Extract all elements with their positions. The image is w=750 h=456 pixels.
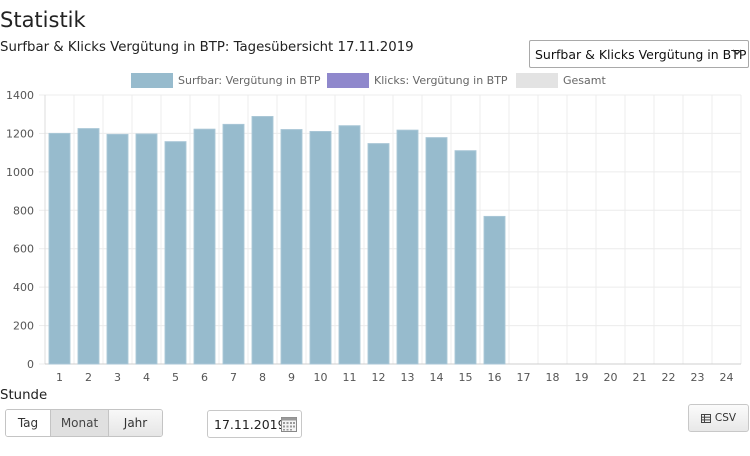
bar bbox=[222, 123, 245, 365]
calendar-icon[interactable] bbox=[281, 417, 297, 432]
x-tick-label: 17 bbox=[517, 371, 531, 384]
legend-item-gesamt[interactable]: Gesamt bbox=[516, 72, 606, 88]
x-tick-label: 14 bbox=[430, 371, 444, 384]
chevron-down-icon bbox=[732, 49, 742, 55]
legend-label-klicks: Klicks: Vergütung in BTP bbox=[374, 73, 508, 87]
bar bbox=[48, 132, 71, 365]
period-button-monat[interactable]: Monat bbox=[51, 410, 109, 436]
legend-swatch-klicks bbox=[327, 72, 369, 88]
date-field[interactable]: 17.11.2019 bbox=[207, 410, 302, 438]
bar bbox=[483, 215, 506, 365]
legend-item-surfbar[interactable]: Surfbar: Vergütung in BTP bbox=[131, 72, 320, 88]
x-tick-label: 10 bbox=[314, 371, 328, 384]
y-tick-label: 1400 bbox=[6, 89, 34, 102]
x-tick-label: 1 bbox=[56, 371, 63, 384]
bar bbox=[309, 131, 332, 365]
chart-type-select-value: Surfbar & Klicks Vergütung in BTP bbox=[535, 47, 747, 62]
bar bbox=[193, 128, 216, 365]
y-tick-label: 800 bbox=[13, 204, 34, 217]
page-title: Statistik bbox=[0, 8, 86, 32]
x-tick-label: 20 bbox=[604, 371, 618, 384]
x-tick-label: 24 bbox=[720, 371, 734, 384]
x-tick-label: 21 bbox=[633, 371, 647, 384]
csv-export-button[interactable]: CSV bbox=[688, 404, 749, 432]
y-tick-label: 400 bbox=[13, 281, 34, 294]
legend-label-surfbar: Surfbar: Vergütung in BTP bbox=[178, 73, 321, 87]
x-tick-label: 4 bbox=[143, 371, 150, 384]
x-axis-title: Stunde bbox=[0, 388, 48, 403]
x-tick-label: 18 bbox=[546, 371, 560, 384]
x-tick-label: 23 bbox=[691, 371, 705, 384]
bar bbox=[280, 129, 303, 365]
bar bbox=[251, 116, 274, 365]
x-tick-label: 12 bbox=[372, 371, 386, 384]
x-tick-label: 7 bbox=[230, 371, 237, 384]
period-button-jahr[interactable]: Jahr bbox=[109, 410, 162, 436]
table-icon bbox=[700, 413, 711, 423]
y-tick-label: 1200 bbox=[6, 127, 34, 140]
x-tick-label: 16 bbox=[488, 371, 502, 384]
x-tick-label: 13 bbox=[401, 371, 415, 384]
legend-item-klicks[interactable]: Klicks: Vergütung in BTP bbox=[327, 72, 508, 88]
y-tick-label: 600 bbox=[13, 243, 34, 256]
y-tick-label: 1000 bbox=[6, 166, 34, 179]
y-tick-label: 0 bbox=[27, 358, 34, 371]
date-field-value: 17.11.2019 bbox=[214, 417, 286, 432]
bar bbox=[164, 141, 187, 365]
bar bbox=[135, 133, 158, 365]
x-tick-label: 6 bbox=[201, 371, 208, 384]
chart-subtitle: Surfbar & Klicks Vergütung in BTP: Tages… bbox=[0, 40, 414, 55]
bar bbox=[396, 129, 419, 365]
bar bbox=[367, 143, 390, 365]
csv-button-label: CSV bbox=[714, 412, 737, 424]
x-tick-label: 11 bbox=[343, 371, 357, 384]
legend-swatch-gesamt bbox=[516, 72, 558, 88]
x-tick-label: 5 bbox=[172, 371, 179, 384]
x-tick-label: 22 bbox=[662, 371, 676, 384]
legend-swatch-surfbar bbox=[131, 72, 173, 88]
chart-type-select[interactable]: Surfbar & Klicks Vergütung in BTP bbox=[529, 40, 749, 68]
x-tick-label: 19 bbox=[575, 371, 589, 384]
bar bbox=[425, 137, 448, 365]
period-button-group: Tag Monat Jahr bbox=[5, 409, 163, 437]
x-tick-label: 3 bbox=[114, 371, 121, 384]
legend-label-gesamt: Gesamt bbox=[563, 73, 606, 87]
bar bbox=[338, 125, 361, 365]
x-tick-label: 15 bbox=[459, 371, 473, 384]
bar bbox=[454, 150, 477, 365]
bar bbox=[106, 133, 129, 365]
period-button-tag[interactable]: Tag bbox=[6, 410, 51, 436]
y-tick-label: 200 bbox=[13, 320, 34, 333]
x-tick-label: 9 bbox=[288, 371, 295, 384]
bar bbox=[77, 128, 100, 365]
x-tick-label: 8 bbox=[259, 371, 266, 384]
x-tick-label: 2 bbox=[85, 371, 92, 384]
